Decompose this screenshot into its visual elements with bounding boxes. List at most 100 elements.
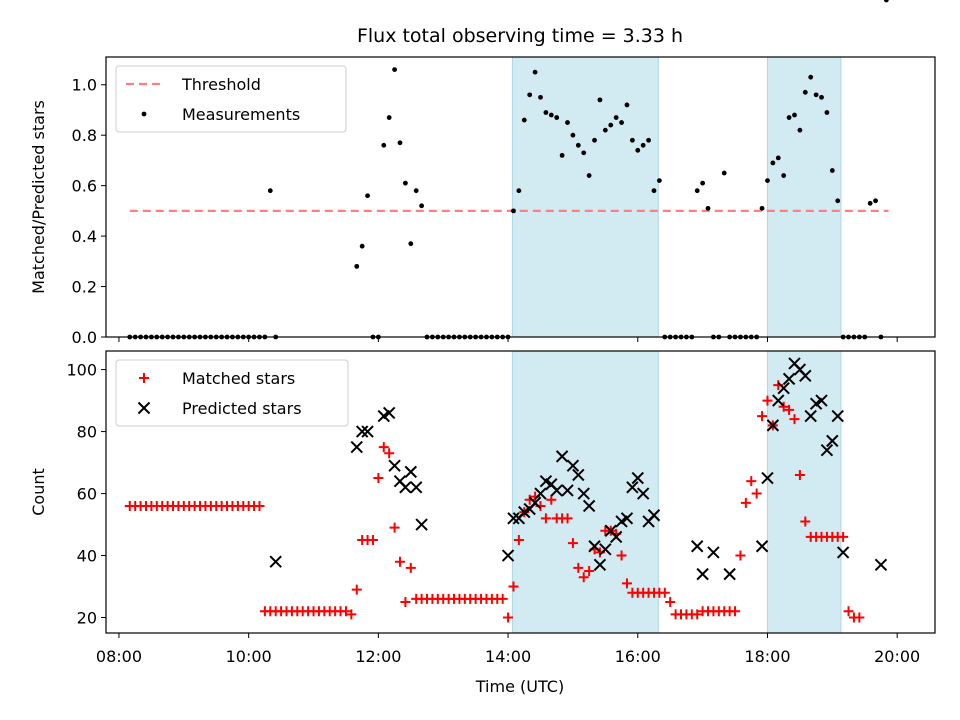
- matched-star-point: [405, 562, 416, 573]
- predicted-star-point: [399, 481, 412, 494]
- predicted-star-point: [772, 394, 785, 407]
- matched-star-point: [730, 606, 741, 617]
- measurement-point: [883, 0, 889, 3]
- matched-star-point: [497, 593, 508, 604]
- measurement-point: [813, 92, 819, 98]
- x-tick-label: 20:00: [874, 647, 920, 666]
- legend-box: [115, 65, 347, 133]
- matched-star-point: [794, 469, 805, 480]
- legend-box: [115, 359, 349, 427]
- measurement-point: [829, 168, 835, 173]
- measurement-point: [419, 203, 425, 209]
- predicted-star-point: [582, 499, 596, 513]
- matched-star-point: [762, 395, 773, 406]
- legend-label: Measurements: [182, 105, 300, 124]
- measurement-point: [521, 117, 527, 123]
- matched-star-point: [254, 500, 265, 511]
- matched-star-point: [384, 448, 395, 459]
- measurement-point: [267, 188, 273, 194]
- measurement-point: [392, 67, 397, 73]
- y-tick-label: 0.0: [72, 328, 97, 347]
- measurement-point: [656, 178, 662, 184]
- measurement-point: [548, 112, 554, 118]
- measurement-point: [592, 137, 597, 143]
- y-tick-label: 20: [77, 609, 97, 628]
- matched-star-point: [513, 535, 524, 546]
- predicted-star-point: [755, 540, 769, 553]
- matched-star-point: [540, 513, 551, 524]
- measurement-point: [602, 127, 608, 133]
- x-tick-label: 12:00: [355, 647, 401, 666]
- matched-star-point: [562, 513, 573, 524]
- predicted-star-point: [831, 409, 844, 423]
- ratio-panel: 0.0 0.2 0.4 0.6 0.8 1.0 Matched/Predicted star…: [29, 0, 936, 347]
- measurement-point: [586, 173, 592, 178]
- predicted-star-point: [804, 409, 817, 423]
- predicted-star-point: [782, 372, 796, 386]
- measurement-point: [565, 120, 570, 125]
- matched-star-point: [578, 572, 589, 583]
- measurement-point: [532, 69, 538, 75]
- measurement-point: [511, 208, 516, 214]
- matched-star-point: [373, 473, 384, 484]
- predicted-star-point: [691, 540, 704, 553]
- plot-frame: [105, 350, 936, 634]
- measurement-point: [646, 137, 651, 143]
- matched-star-point: [389, 522, 400, 533]
- matched-star-point: [378, 442, 389, 453]
- measurement-point: [819, 94, 824, 100]
- shaded-window: [511, 56, 659, 338]
- predicted-star-point: [599, 543, 612, 556]
- matched-star-point: [573, 562, 584, 573]
- matched-star-point: [757, 411, 768, 422]
- matched-star-point: [367, 535, 378, 546]
- matched-star-point: [746, 476, 757, 487]
- measurement-point: [781, 173, 787, 178]
- x-tick-label: 14:00: [485, 647, 531, 666]
- predicted-star-point: [534, 487, 547, 500]
- predicted-star-point: [836, 546, 850, 559]
- predicted-star-point: [707, 546, 720, 559]
- x-tick-label: 16:00: [615, 647, 661, 666]
- measurement-point: [797, 127, 803, 133]
- measurement-point: [808, 74, 814, 80]
- measurement-point: [765, 178, 770, 184]
- matched-star-point: [621, 578, 632, 589]
- predicted-star-point: [766, 419, 780, 432]
- predicted-star-point: [620, 512, 634, 525]
- matched-star-point: [351, 584, 362, 595]
- measurement-point: [705, 205, 711, 211]
- legend-label: Threshold: [181, 75, 261, 94]
- matched-star-point: [789, 414, 800, 425]
- predicted-star-point: [647, 509, 661, 522]
- chart-title: Flux total observing time = 3.33 h: [357, 25, 683, 47]
- measurement-point: [359, 243, 365, 249]
- predicted-star-point: [874, 558, 888, 572]
- matched-star-point: [800, 516, 811, 527]
- predicted-star-point: [409, 481, 423, 494]
- matched-star-point: [400, 597, 411, 608]
- y-tick-label: 0.4: [72, 227, 97, 246]
- predicted-star-point: [566, 459, 580, 472]
- measurement-point: [792, 112, 797, 118]
- y-tick-label: 0.6: [72, 177, 97, 196]
- measurement-point: [759, 205, 765, 211]
- measurement-point: [700, 180, 706, 186]
- predicted-star-point: [820, 443, 834, 457]
- predicted-star-point: [350, 440, 363, 454]
- measurement-point: [527, 92, 533, 98]
- measurement-point: [402, 180, 408, 186]
- predicted-star-point: [636, 487, 650, 500]
- y-tick-label: 80: [77, 423, 97, 442]
- matched-star-point: [546, 494, 557, 505]
- measurement-point: [608, 122, 614, 128]
- predicted-star-point: [404, 465, 418, 479]
- predicted-star-point: [696, 567, 709, 581]
- y-tick-label: 0.2: [72, 278, 97, 297]
- predicted-star-point: [415, 518, 428, 531]
- measurement-point: [554, 115, 560, 120]
- matched-star-point: [838, 531, 849, 542]
- measurement-point: [559, 152, 565, 158]
- measurement-point: [413, 188, 419, 194]
- predicted-star-point: [799, 369, 812, 382]
